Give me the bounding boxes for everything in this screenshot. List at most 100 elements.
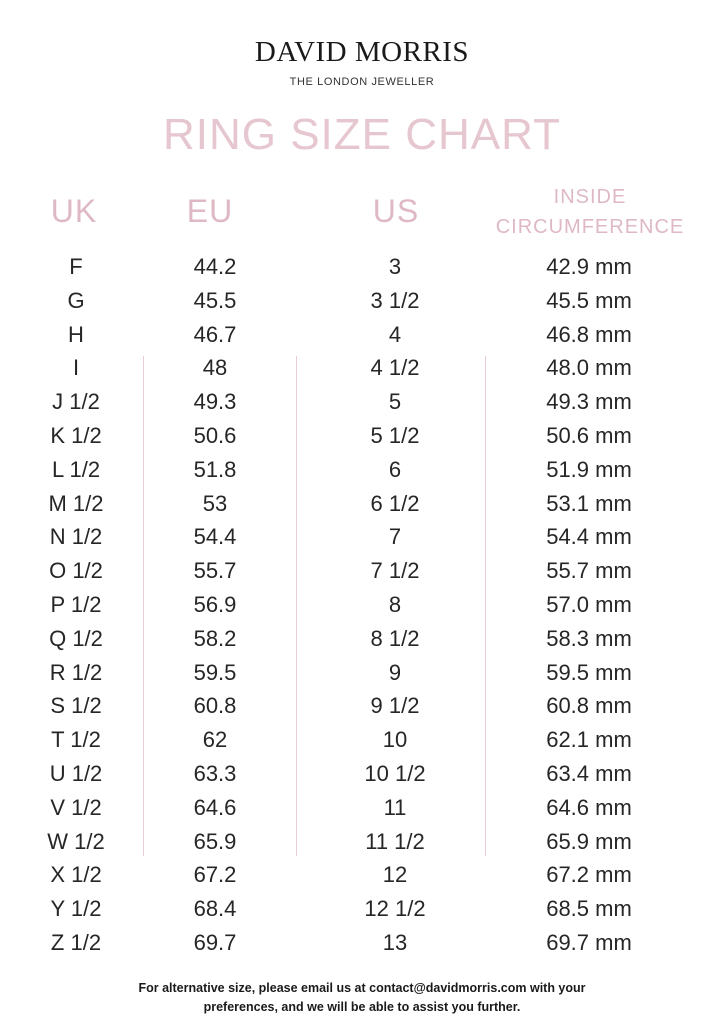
column-divider	[485, 356, 486, 856]
inside-circumference-cell: 50.6 mm	[546, 422, 632, 448]
uk-size-cell: H	[68, 321, 84, 347]
uk-size-cell: Z 1/2	[50, 929, 102, 955]
inside-circumference-cell: 54.4 mm	[546, 524, 632, 550]
uk-size-cell: L 1/2	[51, 456, 101, 482]
uk-size-cell: V 1/2	[50, 794, 102, 820]
inside-circumference-cell: 68.5 mm	[546, 896, 632, 922]
us-size-cell: 3 1/2	[370, 287, 420, 313]
inside-circumference-cell: 63.4 mm	[546, 760, 632, 786]
us-size-cell: 10 1/2	[364, 760, 426, 786]
us-size-cell: 9 1/2	[370, 693, 420, 719]
uk-size-cell: J 1/2	[52, 389, 100, 415]
eu-size-cell: 69.7	[193, 929, 237, 955]
eu-size-cell: 53	[202, 490, 228, 516]
uk-size-cell: X 1/2	[50, 862, 102, 888]
inside-circumference-column: 42.9 mm 45.5 mm 46.8 mm 48.0 mm 49.3 mm 50.6 …	[499, 250, 679, 960]
us-size-cell: 3	[388, 254, 402, 279]
column-divider	[143, 356, 144, 856]
us-size-cell: 7 1/2	[370, 558, 420, 584]
uk-size-cell: F	[69, 254, 83, 279]
eu-size-column: 44.2 45.5 46.7 48 49.3 50.6 51.8 53 54.4 55.7 56.9…	[165, 250, 265, 960]
eu-size-cell: 46.7	[193, 321, 237, 347]
uk-size-cell: Y 1/2	[50, 896, 102, 922]
inside-circumference-cell: 62.1 mm	[546, 727, 632, 753]
column-header-uk: UK	[50, 193, 98, 229]
us-size-cell: 10	[382, 727, 408, 753]
inside-circumference-cell: 48.0 mm	[546, 355, 632, 381]
page-title: RING SIZE CHART	[162, 110, 561, 159]
column-header-inside-circumference: INSIDE CIRCUMFERENCE	[480, 182, 700, 242]
us-size-cell: 5	[388, 389, 402, 415]
footer-line-1: For alternative size, please email us at…	[138, 981, 586, 995]
us-size-cell: 4	[388, 321, 402, 347]
brand-logo: DAVID MORRIS	[254, 36, 470, 68]
uk-size-cell: P 1/2	[50, 591, 102, 617]
uk-size-cell: T 1/2	[51, 727, 101, 753]
column-header-inside-line2: CIRCUMFERENCE	[495, 216, 685, 238]
brand-tagline: THE LONDON JEWELLER	[289, 76, 435, 88]
inside-circumference-cell: 69.7 mm	[546, 929, 632, 955]
eu-size-cell: 54.4	[193, 524, 237, 550]
column-divider	[296, 356, 297, 856]
us-size-cell: 4 1/2	[370, 355, 420, 381]
us-size-cell: 11 1/2	[365, 828, 425, 854]
us-size-cell: 12	[382, 862, 408, 888]
uk-size-cell: I	[72, 355, 80, 381]
uk-size-cell: U 1/2	[49, 760, 103, 786]
us-size-column: 3 3 1/2 4 4 1/2 5 5 1/2 6 6 1/2 7 7 1/2 8 8 1/2 9 9 1…	[345, 250, 445, 960]
inside-circumference-cell: 55.7 mm	[546, 558, 632, 584]
eu-size-cell: 55.7	[193, 558, 237, 584]
us-size-cell: 8 1/2	[370, 625, 420, 651]
us-size-cell: 13	[382, 929, 408, 955]
eu-size-cell: 59.5	[193, 659, 237, 685]
eu-size-cell: 63.3	[193, 760, 237, 786]
inside-circumference-cell: 58.3 mm	[546, 625, 632, 651]
eu-size-cell: 58.2	[193, 625, 237, 651]
uk-size-cell: G	[67, 287, 85, 313]
uk-size-cell: K 1/2	[50, 422, 102, 448]
us-size-cell: 5 1/2	[370, 422, 420, 448]
us-size-cell: 12 1/2	[364, 896, 426, 922]
inside-circumference-cell: 42.9 mm	[546, 254, 632, 279]
eu-size-cell: 56.9	[193, 591, 237, 617]
uk-size-cell: M 1/2	[48, 490, 104, 516]
uk-size-cell: S 1/2	[50, 693, 102, 719]
us-size-cell: 9	[388, 659, 402, 685]
us-size-cell: 6	[388, 456, 402, 482]
inside-circumference-cell: 49.3 mm	[546, 389, 632, 415]
inside-circumference-cell: 53.1 mm	[546, 490, 632, 516]
uk-size-cell: W 1/2	[47, 828, 105, 854]
eu-size-cell: 60.8	[193, 693, 237, 719]
inside-circumference-cell: 65.9 mm	[546, 828, 632, 854]
uk-size-cell: O 1/2	[49, 558, 103, 584]
us-size-cell: 7	[388, 524, 402, 550]
column-header-eu: EU	[186, 193, 234, 229]
eu-size-cell: 44.2	[193, 254, 237, 279]
inside-circumference-cell: 45.5 mm	[546, 287, 632, 313]
eu-size-cell: 48	[202, 355, 228, 381]
eu-size-cell: 51.8	[193, 456, 237, 482]
us-size-cell: 11	[383, 794, 407, 820]
inside-circumference-cell: 46.8 mm	[546, 321, 632, 347]
column-header-inside-line1: INSIDE	[553, 186, 627, 208]
eu-size-cell: 68.4	[193, 896, 237, 922]
eu-size-cell: 49.3	[193, 389, 237, 415]
footer-note: For alternative size, please email us at…	[60, 979, 664, 1017]
footer-line-2: preferences, and we will be able to assi…	[203, 1000, 521, 1014]
uk-size-cell: N 1/2	[49, 524, 103, 550]
inside-circumference-cell: 59.5 mm	[546, 659, 632, 685]
eu-size-cell: 45.5	[193, 287, 237, 313]
uk-size-cell: Q 1/2	[49, 625, 103, 651]
inside-circumference-cell: 60.8 mm	[546, 693, 632, 719]
eu-size-cell: 64.6	[193, 794, 237, 820]
eu-size-cell: 50.6	[193, 422, 237, 448]
us-size-cell: 6 1/2	[370, 490, 420, 516]
eu-size-cell: 65.9	[193, 828, 237, 854]
inside-circumference-cell: 67.2 mm	[546, 862, 632, 888]
uk-size-cell: R 1/2	[49, 659, 103, 685]
inside-circumference-cell: 57.0 mm	[546, 591, 632, 617]
inside-circumference-cell: 51.9 mm	[546, 456, 632, 482]
us-size-cell: 8	[388, 591, 402, 617]
eu-size-cell: 67.2	[193, 862, 237, 888]
